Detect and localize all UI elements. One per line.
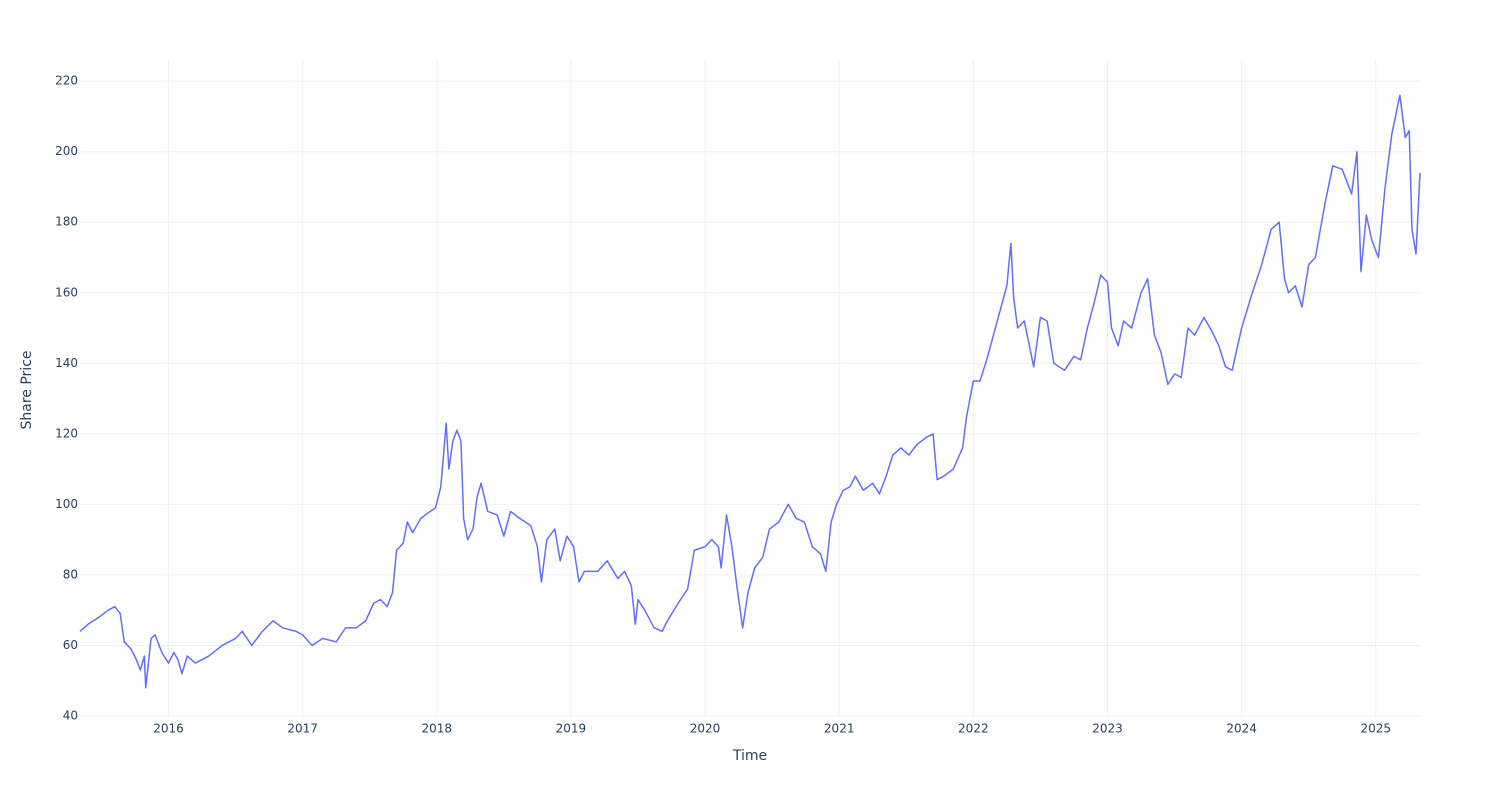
x-axis-title: Time <box>732 748 767 764</box>
price-line <box>79 94 1421 689</box>
y-axis-title: Share Price <box>19 350 35 429</box>
y-tick-label: 80 <box>63 567 78 581</box>
y-tick-label: 100 <box>55 497 78 511</box>
y-tick-label: 120 <box>55 426 78 440</box>
x-tick-label: 2017 <box>287 722 318 736</box>
y-tick-label: 200 <box>55 144 78 158</box>
y-tick-label: 180 <box>55 215 78 229</box>
y-tick-label: 140 <box>55 356 78 370</box>
x-tick-label: 2016 <box>153 722 184 736</box>
x-tick-label: 2021 <box>824 722 855 736</box>
y-tick-label: 220 <box>55 74 78 88</box>
x-tick-label: 2020 <box>690 722 721 736</box>
x-tick-label: 2022 <box>958 722 989 736</box>
x-tick-label: 2019 <box>556 722 587 736</box>
x-tick-label: 2024 <box>1226 722 1257 736</box>
x-tick-label: 2025 <box>1360 722 1391 736</box>
y-tick-label: 160 <box>55 285 78 299</box>
x-tick-label: 2018 <box>422 722 453 736</box>
y-tick-label: 60 <box>63 638 78 652</box>
x-tick-label: 2023 <box>1092 722 1123 736</box>
y-tick-label: 40 <box>63 709 78 723</box>
